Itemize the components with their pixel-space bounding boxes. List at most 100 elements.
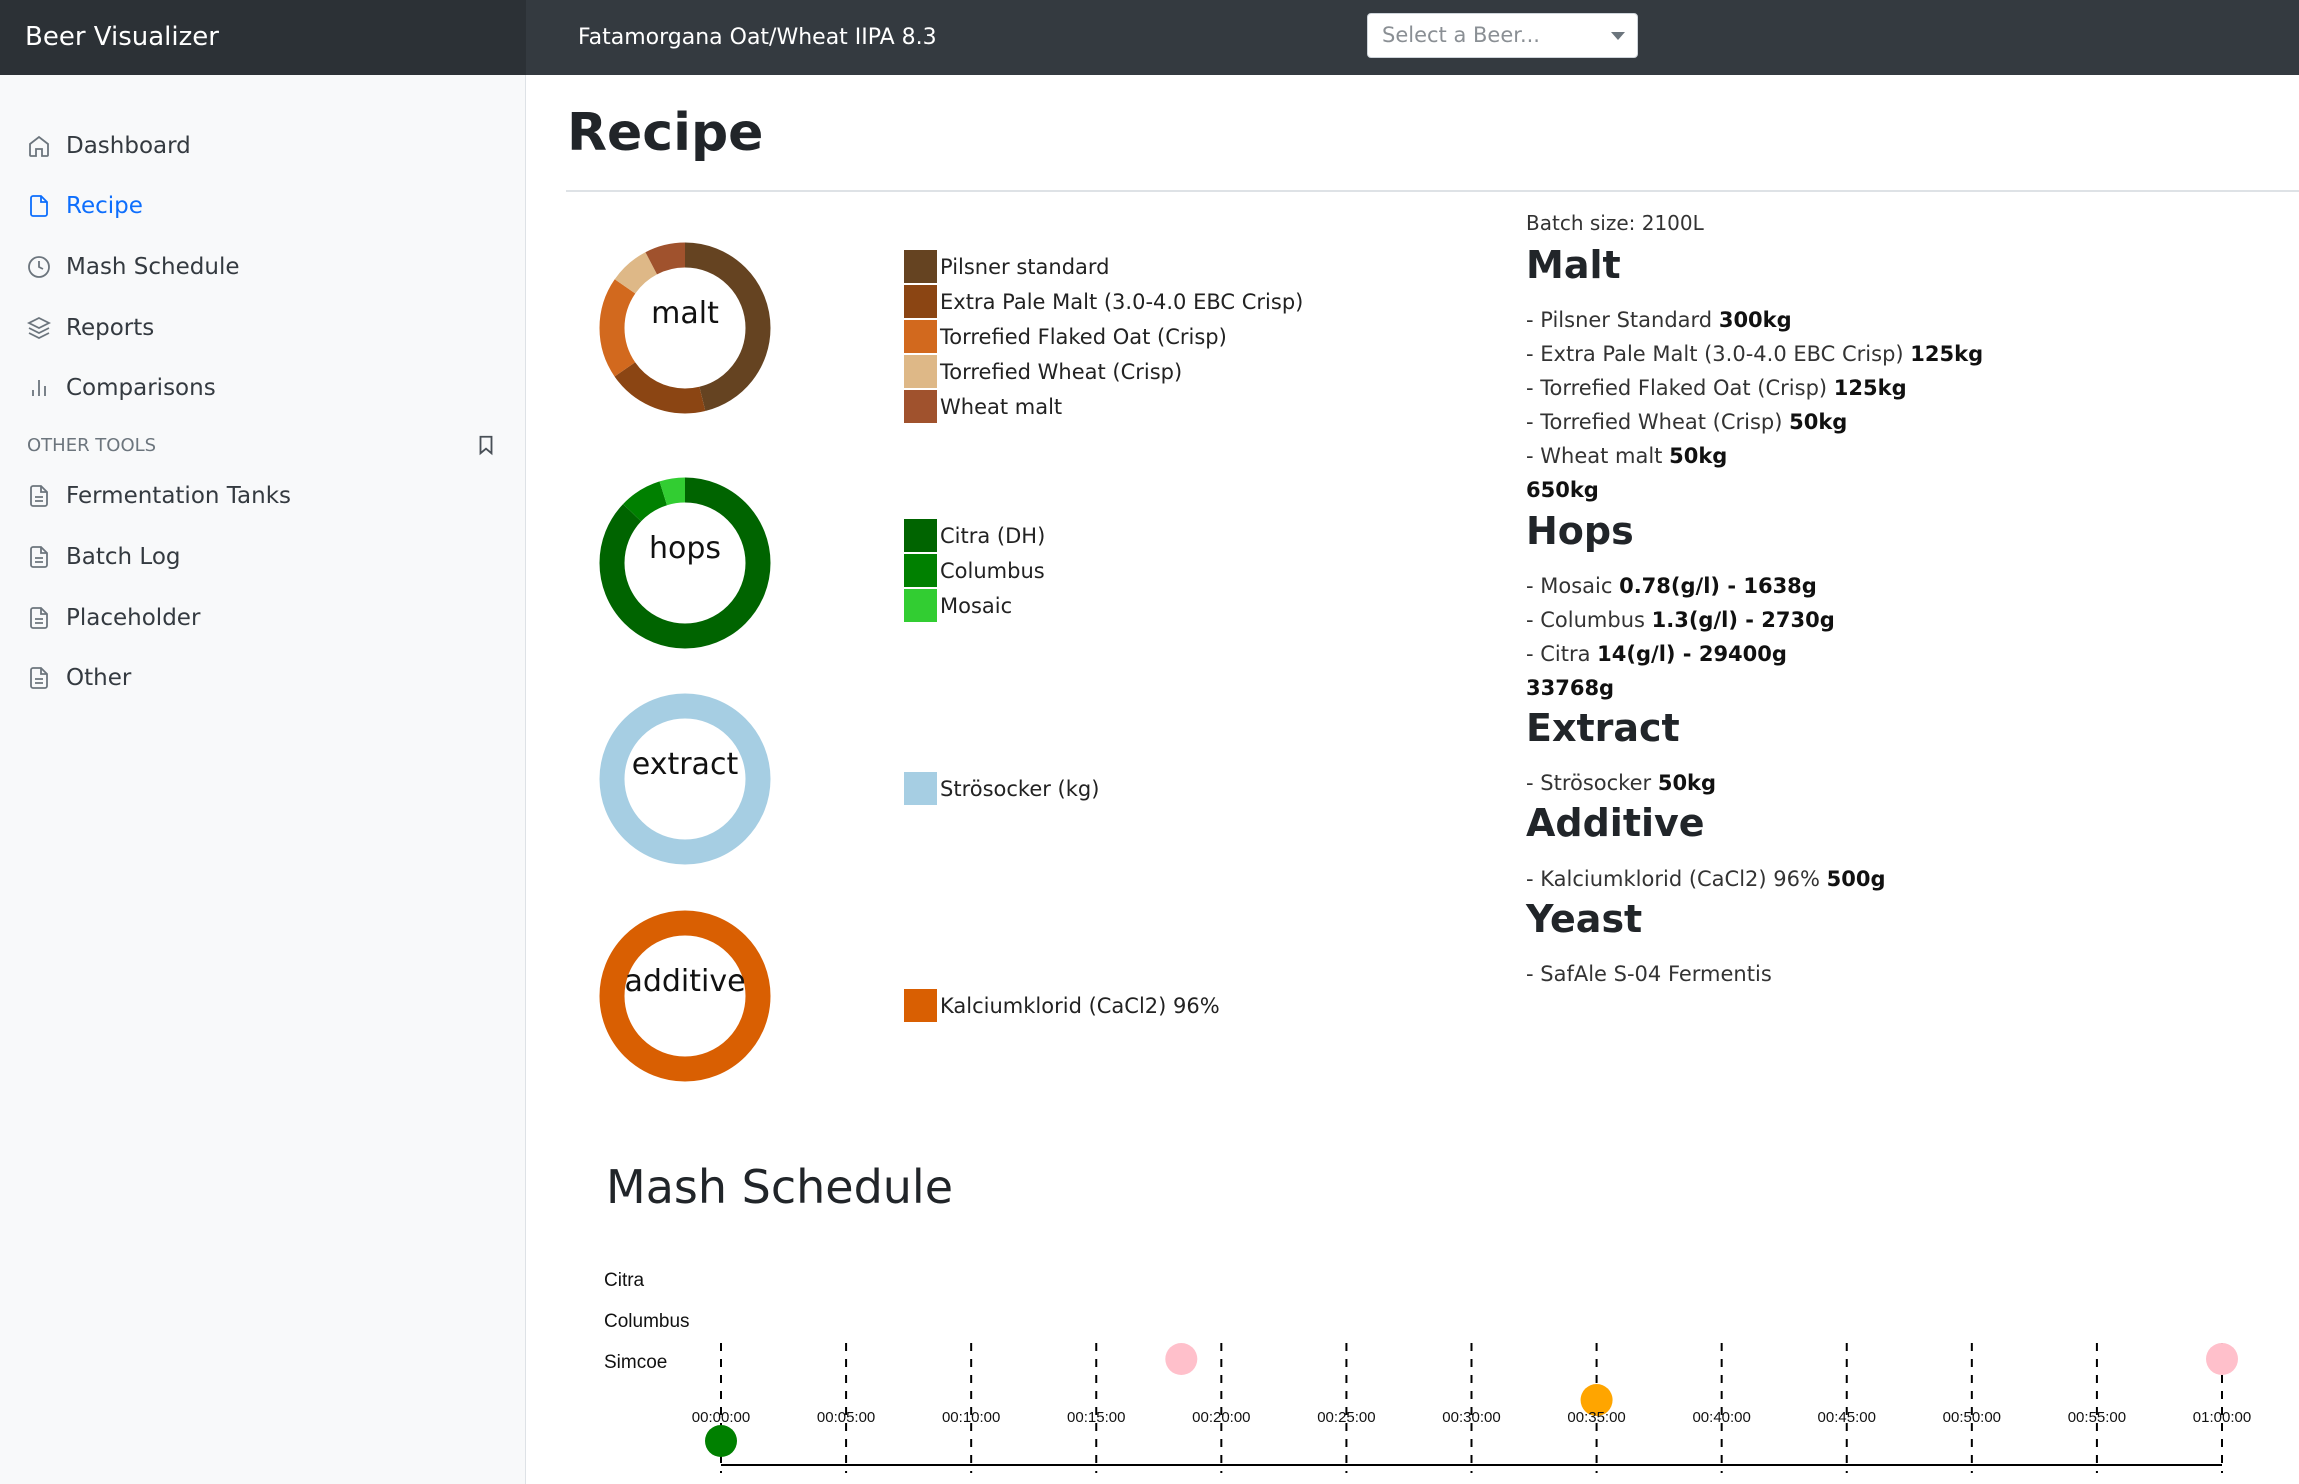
- timeline-row-label: Columbus: [604, 1311, 690, 1332]
- timeline-tick-label: 00:35:00: [1567, 1409, 1626, 1426]
- additive-legend-item: Kalciumklorid (CaCl2) 96%: [904, 989, 1220, 1022]
- sidebar-heading-other-tools: OTHER TOOLS: [27, 435, 157, 456]
- sidebar-item-batch-log[interactable]: Batch Log: [0, 532, 525, 582]
- legend-label: Torrefied Flaked Oat (Crisp): [940, 324, 1227, 349]
- malt-total: 650kg: [1526, 478, 1599, 502]
- hops-total: 33768g: [1526, 676, 1615, 700]
- hops-donut-label: hops: [648, 531, 722, 566]
- extract-item: - Strösocker 50kg: [1526, 771, 1717, 795]
- additive-donut-slice: [599, 910, 771, 1082]
- malt-legend-item: Torrefied Wheat (Crisp): [904, 355, 1182, 388]
- timeline-tick-label: 00:00:00: [691, 1409, 751, 1426]
- legend-swatch: [904, 589, 937, 622]
- legend-label: Pilsner standard: [940, 254, 1110, 279]
- timeline-event-columbus[interactable]: [1580, 1384, 1613, 1416]
- malt-item: - Torrefied Wheat (Crisp) 50kg: [1526, 410, 1848, 434]
- legend-label: Citra (DH): [940, 523, 1046, 548]
- malt-donut-chart: [599, 242, 771, 414]
- sidebar-item-fermentation-tanks[interactable]: Fermentation Tanks: [0, 471, 525, 521]
- malt-donut-slice: [599, 242, 771, 414]
- legend-label: Extra Pale Malt (3.0-4.0 EBC Crisp): [940, 289, 1304, 314]
- sidebar-item-label: Batch Log: [66, 544, 181, 570]
- timeline-tick-label: 00:50:00: [1942, 1409, 2002, 1426]
- legend-label: Torrefied Wheat (Crisp): [940, 359, 1183, 384]
- legend-swatch: [904, 390, 937, 423]
- sidebar-item-label: Recipe: [66, 193, 143, 219]
- hops-legend-item: Citra (DH): [904, 519, 1045, 552]
- malt-item: - Torrefied Flaked Oat (Crisp) 125kg: [1526, 376, 1907, 400]
- extract-donut-chart: [599, 693, 771, 865]
- legend-swatch: [904, 285, 937, 318]
- hops-legend-item: Columbus: [904, 554, 1045, 587]
- timeline-event-citra[interactable]: [1165, 1343, 1198, 1375]
- sidebar-item-mash-schedule[interactable]: Mash Schedule: [0, 242, 525, 292]
- sidebar-item-recipe[interactable]: Recipe: [0, 181, 525, 231]
- timeline-event-citra[interactable]: [2206, 1343, 2238, 1375]
- legend-label: Strösocker (kg): [940, 776, 1100, 801]
- timeline-tick-label: 00:05:00: [816, 1409, 876, 1426]
- sidebar-item-reports[interactable]: Reports: [0, 303, 525, 353]
- malt-legend-item: Extra Pale Malt (3.0-4.0 EBC Crisp): [904, 285, 1303, 318]
- sidebar-item-placeholder[interactable]: Placeholder: [0, 593, 525, 643]
- additive-heading: Additive: [1526, 801, 1705, 845]
- top-navbar: Beer Visualizer Fatamorgana Oat/Wheat II…: [0, 0, 2299, 75]
- yeast-heading: Yeast: [1526, 897, 1643, 941]
- sidebar-item-label: Mash Schedule: [66, 254, 240, 280]
- legend-label: Kalciumklorid (CaCl2) 96%: [940, 993, 1220, 1018]
- malt-item: - Extra Pale Malt (3.0-4.0 EBC Crisp) 12…: [1526, 342, 1984, 366]
- batch-size: Batch size: 2100L: [1526, 211, 1704, 235]
- timeline-tick-label: 00:25:00: [1317, 1409, 1376, 1426]
- sidebar-item-comparisons[interactable]: Comparisons: [0, 363, 525, 413]
- additive-donut-chart: [599, 910, 771, 1082]
- malt-legend-item: Torrefied Flaked Oat (Crisp): [904, 320, 1227, 353]
- legend-label: Mosaic: [940, 593, 1013, 618]
- current-beer-title: Fatamorgana Oat/Wheat IIPA 8.3: [578, 25, 937, 50]
- timeline-tick-label: 00:10:00: [941, 1409, 1001, 1426]
- home-icon: [29, 135, 49, 157]
- legend-swatch: [904, 250, 937, 283]
- hops-donut-slice: [599, 477, 771, 649]
- file-text-icon: [30, 667, 48, 689]
- extract-donut-slice: [599, 693, 771, 865]
- beer-select-dropdown[interactable]: Select a Beer...: [1367, 13, 1638, 58]
- legend-label: Wheat malt: [940, 394, 1063, 419]
- sidebar-item-dashboard[interactable]: Dashboard: [0, 121, 525, 171]
- malt-donut-slice: [599, 242, 771, 414]
- extract-heading: Extract: [1526, 706, 1680, 750]
- sidebar-item-label: Dashboard: [66, 133, 191, 159]
- legend-swatch: [904, 989, 937, 1022]
- bookmark-icon[interactable]: [475, 432, 497, 458]
- app-brand[interactable]: Beer Visualizer: [0, 0, 526, 75]
- timeline-tick-label: 01:00:00: [2192, 1409, 2252, 1426]
- sidebar: Dashboard Recipe Mash Schedule Reports C…: [0, 75, 526, 1484]
- timeline-tick-label: 00:45:00: [1817, 1409, 1876, 1426]
- legend-swatch: [904, 772, 937, 805]
- title-divider: [566, 190, 2299, 192]
- hops-item: - Columbus 1.3(g/l) - 2730g: [1526, 608, 1835, 632]
- hops-item: - Citra 14(g/l) - 29400g: [1526, 642, 1787, 666]
- malt-donut-slice: [599, 242, 771, 414]
- timeline-event-simcoe[interactable]: [705, 1425, 737, 1457]
- extract-legend-item: Strösocker (kg): [904, 772, 1099, 805]
- timeline-tick-label: 00:20:00: [1192, 1409, 1251, 1426]
- sidebar-item-label: Placeholder: [66, 605, 201, 631]
- legend-swatch: [904, 519, 937, 552]
- additive-donut-label: additive: [624, 964, 746, 999]
- sidebar-item-other[interactable]: Other: [0, 653, 525, 703]
- file-text-icon: [30, 607, 48, 629]
- file-text-icon: [30, 485, 48, 507]
- bar-chart-icon: [32, 380, 46, 396]
- beer-select-placeholder: Select a Beer...: [1382, 23, 1540, 47]
- mash-timeline-chart: [705, 1343, 2238, 1473]
- yeast-item: - SafAle S-04 Fermentis: [1526, 962, 1772, 986]
- sidebar-item-label: Other: [66, 665, 132, 691]
- hops-legend-item: Mosaic: [904, 589, 1012, 622]
- mash-schedule-title: Mash Schedule: [606, 1160, 953, 1214]
- file-icon: [30, 195, 48, 217]
- hops-donut-chart: [599, 477, 771, 649]
- malt-legend-item: Wheat malt: [904, 390, 1062, 423]
- layers-icon: [27, 316, 51, 340]
- timeline-tick-label: 00:55:00: [2067, 1409, 2127, 1426]
- extract-donut-label: extract: [631, 747, 739, 782]
- timeline-tick-label: 00:40:00: [1692, 1409, 1751, 1426]
